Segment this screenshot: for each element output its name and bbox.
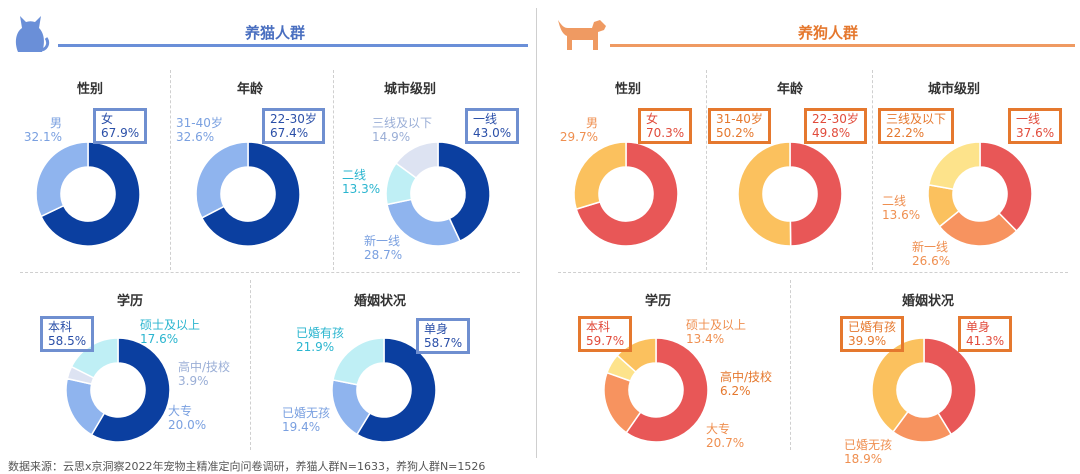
dog-marriage-donut <box>871 337 977 443</box>
label-married-nokids: 已婚无孩 18.9% <box>844 438 893 466</box>
cat-age-title: 年龄 <box>236 82 263 97</box>
label-22-30: 22-30岁 67.4% <box>262 108 325 144</box>
cat-city-donut <box>385 141 491 247</box>
donut-slice-22-30岁 <box>200 141 301 247</box>
cat-edu-donut <box>65 337 171 443</box>
donut-slice-男 <box>35 141 89 218</box>
label-22-30: 22-30岁 49.8% <box>804 108 867 144</box>
label-single: 单身 41.3% <box>958 316 1013 352</box>
dog-age-title: 年龄 <box>776 82 803 97</box>
label-master: 硕士及以上 17.6% <box>140 318 201 346</box>
dog-icon <box>558 20 606 50</box>
dog-gender-donut <box>573 141 679 247</box>
dog-city-donut <box>927 141 1033 247</box>
dog-edu-donut <box>603 337 709 443</box>
label-single: 单身 58.7% <box>416 318 471 354</box>
label-college: 大专 20.0% <box>168 404 207 432</box>
donut-slice-31-40岁 <box>195 141 249 219</box>
divider <box>20 272 520 273</box>
divider <box>333 70 334 270</box>
dog-header-line <box>610 44 1075 47</box>
dog-city-title: 城市级别 <box>927 82 980 97</box>
donut-slice-单身 <box>923 337 977 436</box>
donut-slice-一线 <box>437 141 491 243</box>
label-married-nokids: 已婚无孩 19.4% <box>282 406 331 434</box>
donut-slice-一线 <box>979 141 1033 233</box>
label-male: 男 32.1% <box>23 116 62 144</box>
donut-slice-三线及以下 <box>927 141 981 191</box>
cat-header-line <box>58 44 528 47</box>
label-male: 男 29.7% <box>559 116 598 144</box>
divider <box>790 280 791 450</box>
cat-title: 养猫人群 <box>245 24 306 42</box>
dog-gender-title: 性别 <box>614 82 641 97</box>
donut-slice-女 <box>575 141 679 247</box>
donut-slice-31-40岁 <box>737 141 792 247</box>
label-female: 女 67.9% <box>93 108 148 144</box>
label-31-40: 31-40岁 32.6% <box>176 116 223 144</box>
label-tier2: 二线 13.3% <box>342 168 381 196</box>
dog-age-donut <box>737 141 843 247</box>
cat-icon <box>15 16 50 52</box>
cat-marriage-title: 婚姻状况 <box>353 294 406 309</box>
donut-slice-女 <box>40 141 141 247</box>
label-tier1: 一线 43.0% <box>465 108 520 144</box>
donut-slice-本科 <box>90 337 171 443</box>
label-married-kids: 已婚有孩 21.9% <box>296 326 345 354</box>
label-college: 大专 20.7% <box>706 422 745 450</box>
divider <box>170 70 171 270</box>
donut-slice-已婚有孩 <box>332 337 385 386</box>
label-tier3: 三线及以下 14.9% <box>372 116 433 144</box>
label-bachelor: 本科 59.7% <box>578 316 633 352</box>
cat-panel: 养猫人群 性别 年龄 城市级别 男 32.1% 女 67.9% 31-40岁 32.6… <box>0 0 530 460</box>
label-highschool: 高中/技校 6.2% <box>720 370 773 398</box>
label-bachelor: 本科 58.5% <box>40 316 95 352</box>
cat-marriage-donut <box>331 337 437 443</box>
donut-slice-已婚有孩 <box>871 337 925 433</box>
panel-separator <box>536 8 537 458</box>
label-married-kids: 已婚有孩 39.9% <box>840 316 905 352</box>
source-note: 数据来源：云思x京洞察2022年宠物主精准定向问卷调研，养猫人群N=1633，养… <box>8 460 486 473</box>
donut-slice-单身 <box>355 337 437 443</box>
divider <box>872 70 873 270</box>
dog-panel: 养狗人群 性别 年龄 城市级别 男 29.7% 女 70.3% 31-40岁 50.2… <box>548 0 1080 466</box>
divider <box>706 70 707 270</box>
label-31-40: 31-40岁 50.2% <box>708 108 771 144</box>
label-tier3: 三线及以下 22.2% <box>878 108 955 144</box>
label-new-tier1: 新一线 26.6% <box>912 240 951 268</box>
label-new-tier1: 新一线 28.7% <box>364 234 403 262</box>
dog-title: 养狗人群 <box>798 24 859 42</box>
cat-edu-title: 学历 <box>116 294 143 309</box>
dog-edu-title: 学历 <box>644 294 671 309</box>
donut-slice-三线及以下 <box>395 141 439 180</box>
divider <box>558 272 1068 273</box>
donut-slice-本科 <box>625 337 709 443</box>
label-tier2: 二线 13.6% <box>882 194 921 222</box>
cat-gender-title: 性别 <box>76 82 103 97</box>
label-tier1: 一线 37.6% <box>1008 108 1063 144</box>
cat-gender-donut <box>35 141 141 247</box>
label-female: 女 70.3% <box>638 108 693 144</box>
donut-slice-硕士及以上 <box>70 337 119 379</box>
divider <box>250 280 251 450</box>
donut-slice-男 <box>573 141 627 211</box>
label-master: 硕士及以上 13.4% <box>686 318 747 346</box>
donut-slice-22-30岁 <box>789 141 843 247</box>
cat-age-donut <box>195 141 301 247</box>
cat-city-title: 城市级别 <box>383 82 436 97</box>
donut-slice-硕士及以上 <box>616 337 657 374</box>
label-highschool: 高中/技校 3.9% <box>178 360 231 388</box>
dog-marriage-title: 婚姻状况 <box>901 294 954 309</box>
